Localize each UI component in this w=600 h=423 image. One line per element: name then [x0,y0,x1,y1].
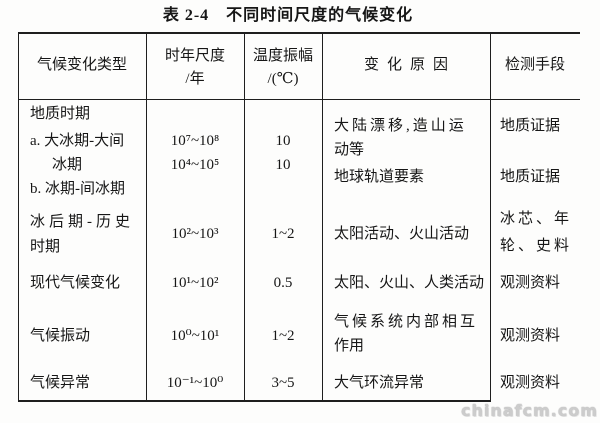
cell-detection-r1-l2: 地质证据 [500,169,561,185]
column-divider-2 [244,33,245,401]
cell-amplitude-r3: 0.5 [273,275,293,291]
header-amplitude: 温度振幅 [252,48,314,64]
cell-amplitude-r4: 1~2 [271,328,295,344]
cell-amplitude-r1-l1: 10 [275,133,291,149]
cell-type-r2-l2: 时期 [30,239,61,255]
cell-detection-r5: 观测资料 [500,375,561,391]
table-top-border [18,32,580,34]
cell-amplitude-r2: 1~2 [271,226,295,242]
cell-type-r5: 气候异常 [30,375,91,391]
cell-cause-r3: 太阳、火山、人类活动 [334,275,485,291]
table-bottom-border [18,400,491,402]
column-divider-1 [146,33,147,401]
cell-detection-r3: 观测资料 [500,275,561,291]
cell-detection-r4: 观测资料 [500,328,561,344]
cell-type-r1-l3: 冰期 [52,157,83,173]
cell-scale-r4: 10⁰~10¹ [170,328,220,344]
cell-cause-r5: 大气环流异常 [334,375,425,391]
cell-detection-r2-l2: 轮、史料 [500,238,573,254]
header-time-scale: 时年尺度 [164,48,226,64]
cell-cause-r1-l1: 大陆漂移,造山运 [334,118,467,134]
cell-type-r1-l1: 地质时期 [30,106,91,122]
header-type: 气候变化类型 [36,57,128,73]
cell-type-r4: 气候振动 [30,328,91,344]
cell-detection-r2-l1: 冰芯、年 [500,211,573,227]
cell-cause-r1-l3: 地球轨道要素 [334,169,425,185]
table-left-border [18,32,19,402]
cell-scale-r5: 10⁻¹~10⁰ [166,375,224,391]
cell-scale-r3: 10¹~10² [171,275,219,291]
cell-cause-r4-l2: 作用 [334,338,365,354]
cell-amplitude-r1-l2: 10 [275,157,291,173]
table-title: 表 2-4 不同时间尺度的气候变化 [162,7,414,24]
cell-scale-r1-l1: 10⁷~10⁸ [170,133,220,149]
cell-cause-r2: 太阳活动、火山活动 [334,226,470,242]
cell-type-r1-l4: b. 冰期-间冰期 [30,181,125,197]
header-detection: 检测手段 [504,57,566,73]
cell-scale-r1-l2: 10⁴~10⁵ [170,157,220,173]
site-watermark: chinafcm.com [461,401,598,420]
header-separator-line [18,99,580,100]
cell-scale-r2: 10²~10³ [171,226,219,242]
cell-detection-r1-l1: 地质证据 [500,118,561,134]
cell-type-r3: 现代气候变化 [30,275,121,291]
header-time-scale-unit: /年 [185,71,205,87]
column-divider-3 [322,33,323,401]
cell-type-r1-l2: a. 大冰期-大间 [30,133,125,149]
cell-cause-r1-l2: 动等 [334,142,365,158]
header-cause: 变化原因 [363,57,457,73]
cell-cause-r4-l1: 气候系统内部相互 [334,314,479,330]
column-divider-4 [490,33,491,401]
cell-amplitude-r5: 3~5 [271,375,295,391]
cell-type-r2-l1: 冰后期-历史 [30,214,134,230]
header-amplitude-unit: /(℃) [267,71,299,87]
